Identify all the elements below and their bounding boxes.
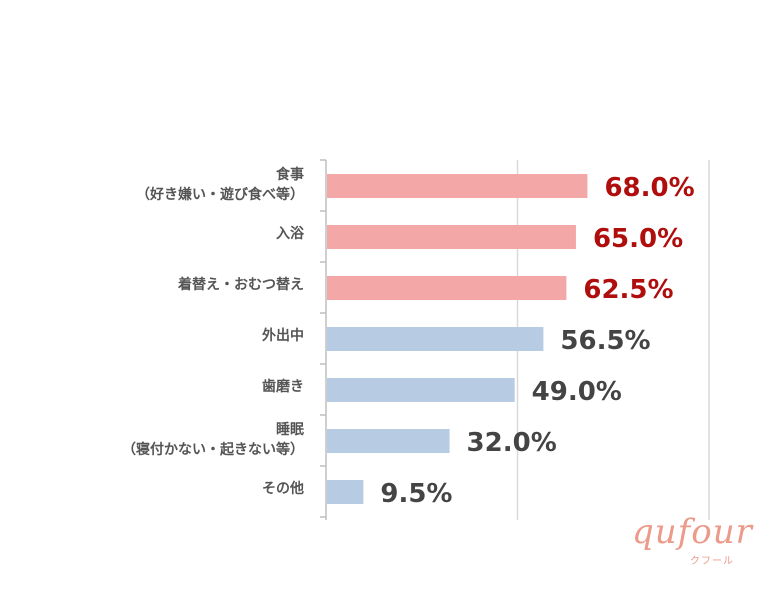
data-label: 9.5%	[380, 479, 452, 509]
bar	[327, 480, 364, 504]
bars	[327, 174, 588, 504]
data-label: 65.0%	[593, 224, 683, 254]
category-label: 食事	[276, 166, 304, 183]
data-label: 68.0%	[604, 173, 694, 203]
data-label: 49.0%	[532, 377, 622, 407]
category-label: その他	[262, 480, 304, 497]
category-label: 入浴	[276, 225, 305, 242]
category-label: （好き嫌い・遊び食べ等）	[136, 186, 304, 203]
category-label: （寝付かない・起きない等）	[122, 441, 304, 458]
bar	[327, 276, 567, 300]
data-label: 32.0%	[467, 428, 557, 458]
brand-logo: qufour クフール	[632, 512, 752, 582]
category-label: 歯磨き	[262, 378, 304, 395]
brand-kana: クフール	[690, 556, 734, 567]
category-label: 睡眠	[276, 422, 304, 438]
value-labels: 68.0% 65.0% 62.5% 56.5% 49.0% 32.0% 9.5%	[380, 173, 694, 509]
bar	[327, 327, 544, 351]
brand-name: qufour	[632, 512, 753, 552]
bar	[327, 174, 588, 198]
category-label: 着替え・おむつ替え	[177, 276, 304, 293]
bar	[327, 429, 450, 453]
data-label: 56.5%	[560, 326, 650, 356]
category-label: 外出中	[262, 327, 304, 344]
bar	[327, 225, 576, 249]
bar	[327, 378, 515, 402]
data-label: 62.5%	[583, 275, 673, 305]
